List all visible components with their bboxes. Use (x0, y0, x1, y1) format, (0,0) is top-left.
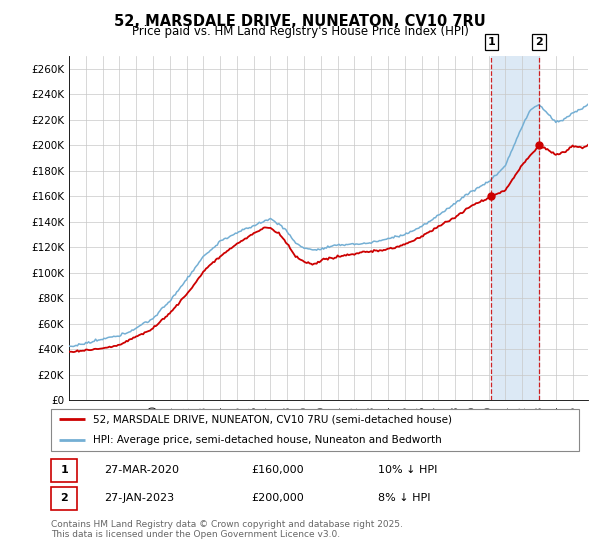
FancyBboxPatch shape (51, 409, 579, 451)
Text: 1: 1 (488, 37, 496, 47)
FancyBboxPatch shape (51, 487, 77, 510)
FancyBboxPatch shape (51, 459, 77, 482)
Text: 27-MAR-2020: 27-MAR-2020 (104, 465, 179, 475)
Text: 52, MARSDALE DRIVE, NUNEATON, CV10 7RU (semi-detached house): 52, MARSDALE DRIVE, NUNEATON, CV10 7RU (… (93, 414, 452, 424)
Text: Price paid vs. HM Land Registry's House Price Index (HPI): Price paid vs. HM Land Registry's House … (131, 25, 469, 38)
Text: 1: 1 (61, 465, 68, 475)
Text: 27-JAN-2023: 27-JAN-2023 (104, 493, 174, 503)
Text: 52, MARSDALE DRIVE, NUNEATON, CV10 7RU: 52, MARSDALE DRIVE, NUNEATON, CV10 7RU (114, 14, 486, 29)
Text: £160,000: £160,000 (251, 465, 304, 475)
Text: 8% ↓ HPI: 8% ↓ HPI (379, 493, 431, 503)
Text: HPI: Average price, semi-detached house, Nuneaton and Bedworth: HPI: Average price, semi-detached house,… (93, 435, 442, 445)
Text: 2: 2 (61, 493, 68, 503)
Bar (491, 56, 539, 400)
Text: 2: 2 (535, 37, 543, 47)
Text: £200,000: £200,000 (251, 493, 304, 503)
Text: 10% ↓ HPI: 10% ↓ HPI (379, 465, 438, 475)
Text: Contains HM Land Registry data © Crown copyright and database right 2025.
This d: Contains HM Land Registry data © Crown c… (51, 520, 403, 539)
